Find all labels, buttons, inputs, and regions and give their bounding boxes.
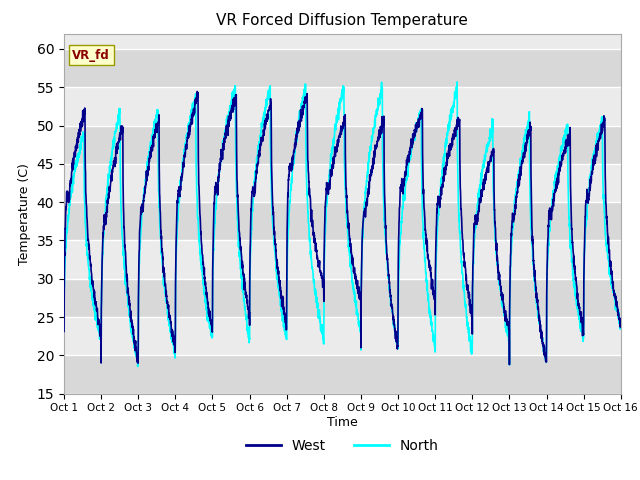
West — [606, 258, 614, 264]
West — [124, 290, 131, 296]
Bar — [64, 317, 621, 355]
West — [547, 216, 554, 222]
North — [547, 217, 554, 223]
West — [274, 264, 282, 270]
Bar — [64, 87, 621, 125]
Text: VR_fd: VR_fd — [72, 48, 110, 62]
Bar — [64, 125, 621, 164]
Bar — [64, 355, 621, 394]
Bar — [64, 279, 621, 317]
North — [274, 278, 282, 284]
North — [60, 330, 68, 336]
North — [134, 364, 141, 370]
Title: VR Forced Diffusion Temperature: VR Forced Diffusion Temperature — [216, 13, 468, 28]
North — [298, 102, 305, 108]
X-axis label: Time: Time — [327, 416, 358, 429]
West — [157, 218, 164, 224]
Bar — [64, 49, 621, 87]
West — [617, 317, 625, 323]
West — [506, 362, 513, 368]
North — [606, 270, 614, 276]
North — [617, 321, 625, 327]
Legend: West, North: West, North — [241, 433, 444, 459]
Line: West: West — [64, 92, 621, 365]
West — [60, 329, 68, 335]
Bar — [64, 164, 621, 202]
North — [157, 235, 164, 241]
Y-axis label: Temperature (C): Temperature (C) — [18, 163, 31, 264]
North — [453, 79, 461, 85]
West — [298, 108, 305, 114]
Bar — [64, 202, 621, 240]
Line: North: North — [64, 82, 621, 367]
North — [124, 292, 131, 298]
West — [193, 89, 201, 95]
Bar — [64, 240, 621, 279]
